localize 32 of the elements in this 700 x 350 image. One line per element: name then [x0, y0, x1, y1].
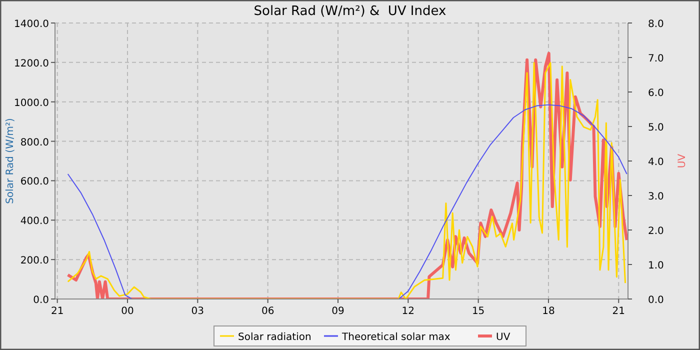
y2-tick-label: 4.0 — [648, 157, 664, 168]
y-tick-label: 1400.0 — [14, 19, 49, 30]
x-tick-label: 15 — [472, 306, 485, 317]
y-tick-label: 0.0 — [33, 295, 49, 306]
y2-tick-label: 3.0 — [648, 192, 664, 202]
y-tick-label: 600.0 — [20, 176, 49, 188]
y2-tick-label: 5.0 — [648, 122, 664, 134]
x-tick-label: 06 — [261, 306, 274, 317]
x-tick-label: 00 — [121, 306, 134, 317]
x-tick-label: 18 — [542, 306, 555, 317]
y-tick-label: 1000.0 — [14, 98, 49, 109]
legend-label: UV — [496, 332, 510, 343]
y2-tick-label: 7.0 — [648, 54, 664, 64]
y2-tick-label: 1.0 — [648, 260, 664, 272]
legend-label: Theoretical solar max — [341, 332, 450, 343]
y-tick-label: 400.0 — [20, 216, 49, 228]
x-tick-label: 09 — [332, 306, 344, 317]
x-tick-label: 21 — [612, 306, 626, 317]
y-axis-title: Solar Rad (W/m²) — [5, 118, 16, 204]
y2-axis-title: UV — [677, 154, 688, 168]
y-tick-label: 200.0 — [20, 256, 49, 267]
y2-tick-label: 2.0 — [648, 226, 664, 237]
x-tick-label: 03 — [191, 306, 204, 317]
y2-tick-label: 6.0 — [648, 88, 664, 99]
y2-tick-label: 0.0 — [648, 295, 664, 306]
y-tick-label: 800.0 — [20, 137, 49, 148]
legend-label: Solar radiation — [238, 332, 312, 343]
y2-tick-label: 8.0 — [648, 19, 664, 30]
chart-title: Solar Rad (W/m²) & UV Index — [254, 4, 447, 19]
x-tick-label: 21 — [50, 306, 64, 317]
x-tick-label: 12 — [402, 306, 415, 317]
y-tick-label: 1200.0 — [14, 58, 49, 70]
